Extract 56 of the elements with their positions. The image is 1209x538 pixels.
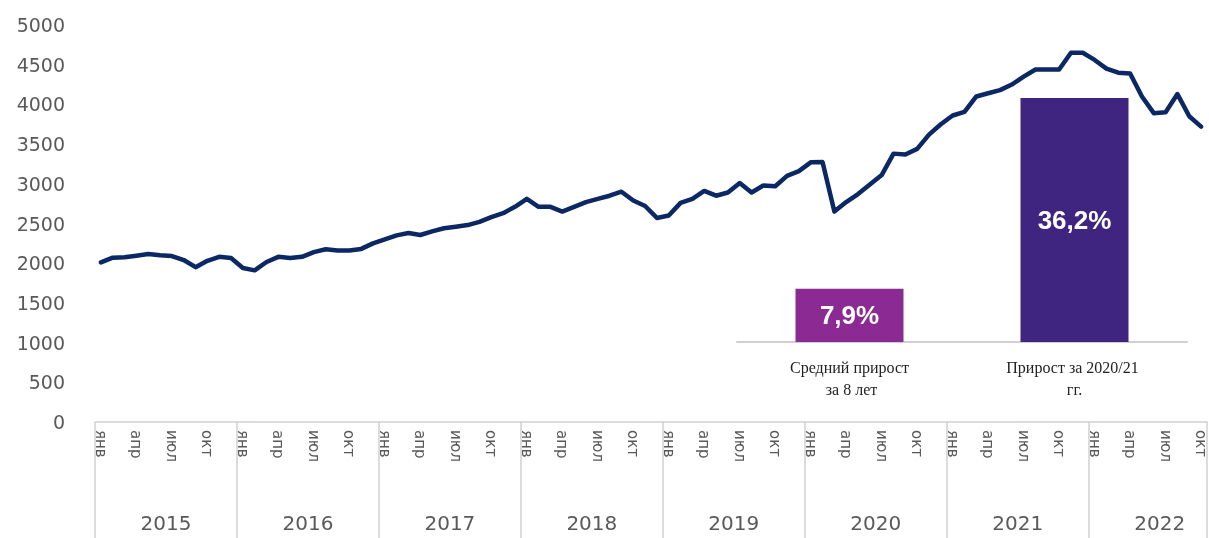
y-tick-label: 3000 [16, 172, 65, 195]
y-tick-label: 0 [52, 411, 65, 433]
x-tick-label: июл [446, 430, 465, 462]
x-tick-label: апр [411, 430, 430, 459]
text: 2015 [140, 511, 192, 535]
x-tick-label: окт [624, 430, 643, 458]
x-tick-label: окт [482, 430, 501, 458]
y-tick-label: 4500 [16, 53, 65, 76]
x-tick-label: июл [162, 430, 181, 462]
y-tick-label: 500 [28, 371, 65, 394]
text: 2016 [282, 511, 334, 535]
x-tick-label: Средний прирост за 8 лет [789, 358, 910, 398]
text: 2018 [566, 511, 618, 535]
y-tick-label: 5000 [16, 14, 65, 36]
x-tick-label: окт [766, 430, 785, 458]
x-tick-label: окт [1050, 430, 1069, 458]
text: 2017 [424, 511, 476, 535]
x-tick-label: янв [659, 430, 678, 458]
x-tick-label: июл [872, 430, 891, 462]
text: 2019 [708, 511, 760, 535]
y-tick-label: 3500 [16, 133, 65, 156]
x-tick-label: окт [198, 430, 217, 458]
x-tick-label: янв [91, 430, 110, 458]
x-tick-label: апр [127, 430, 146, 459]
x-tick-label: апр [1121, 430, 1140, 459]
x-tick-label: окт [1192, 430, 1209, 458]
x-tick-label: апр [837, 430, 856, 459]
x-tick-label: апр [979, 430, 998, 459]
x-tick-label: янв [1085, 430, 1104, 458]
x-tick-label: Прирост за 2020/21 гг. [1006, 358, 1143, 398]
x-tick-label: янв [517, 430, 536, 458]
y-tick-label: 2500 [16, 212, 65, 235]
data-label: 36,2% [1037, 205, 1112, 235]
line-series [98, 50, 1204, 273]
data-label: 7,9% [819, 300, 880, 331]
x-tick-label: апр [553, 430, 572, 459]
x-tick-label: янв [943, 430, 962, 458]
x-tick-label: июл [1014, 430, 1033, 462]
x-tick-label: июл [1156, 430, 1175, 462]
text: 2022 [1134, 511, 1186, 535]
x-tick-label: окт [340, 430, 359, 458]
x-tick-label: июл [588, 430, 607, 462]
y-tick-label: 4000 [16, 93, 65, 116]
y-tick-label: 1000 [16, 331, 65, 354]
text: 2021 [992, 511, 1044, 535]
x-tick-label: янв [375, 430, 394, 458]
x-tick-label: июл [730, 430, 749, 462]
x-tick-label: июл [304, 430, 323, 462]
y-tick-label: 1500 [16, 291, 65, 314]
x-tick-label: янв [801, 430, 820, 458]
x-tick-label: апр [695, 430, 714, 459]
y-tick-label: 2000 [16, 252, 65, 275]
x-tick-label: апр [269, 430, 288, 459]
text: 2020 [850, 511, 902, 535]
x-tick-label: янв [233, 430, 252, 458]
x-tick-label: окт [908, 430, 927, 458]
